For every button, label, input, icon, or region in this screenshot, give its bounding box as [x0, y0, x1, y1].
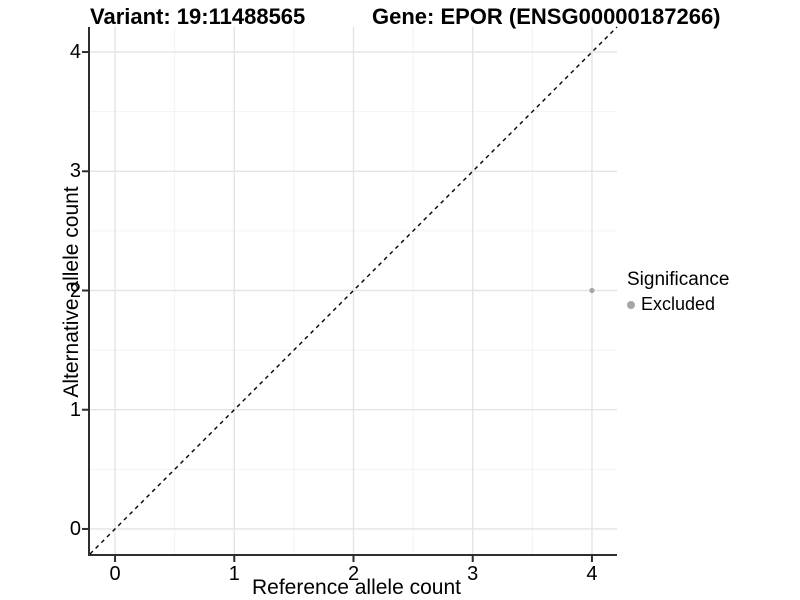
legend-point-icon	[627, 300, 635, 309]
x-tick-label: 0	[109, 563, 121, 585]
x-tick-label: 2	[347, 563, 360, 585]
x-axis-title: Reference allele count	[252, 576, 461, 599]
data-point	[589, 287, 595, 294]
x-tick-label: 4	[586, 563, 598, 585]
y-tick-label: 3	[69, 160, 81, 183]
legend-item-label: Excluded	[641, 294, 716, 314]
y-tick-label: 2	[69, 279, 81, 302]
y-tick-label: 1	[69, 398, 81, 421]
x-tick-label: 1	[228, 563, 240, 585]
legend-title: Significance	[627, 269, 730, 290]
plot-title-variant: Variant: 19:11488565	[90, 4, 306, 29]
legend-item-excluded: Excluded	[627, 294, 729, 315]
y-tick-label: 4	[69, 41, 81, 64]
x-tick-label: 3	[467, 563, 479, 585]
plot-title-gene: Gene: EPOR (ENSG00000187266)	[372, 4, 721, 29]
y-tick-label: 0	[69, 517, 81, 540]
legend: Significance Excluded	[627, 269, 729, 315]
